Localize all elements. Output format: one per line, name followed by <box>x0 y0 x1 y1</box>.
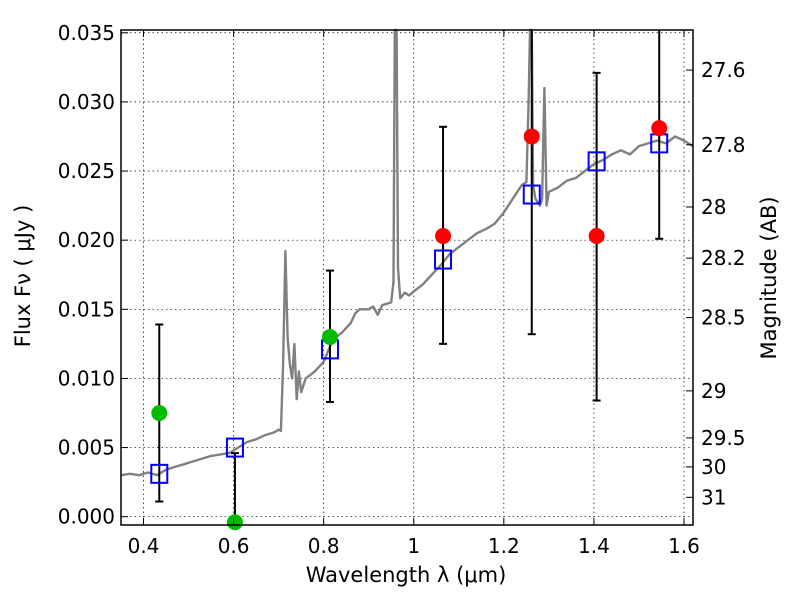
model-spectrum-line <box>120 28 694 477</box>
right-tick-label: 28.5 <box>701 306 746 330</box>
y-axis-label-left: Flux Fν ( μJy ) <box>11 205 35 348</box>
right-tick-label: 31 <box>701 485 726 509</box>
axes: 0.4 0.6 0.8 1 1.2 1.4 1.6 0.000 0.005 0.010 0.015 0… <box>58 21 746 558</box>
x-tick-label: 1.2 <box>488 534 520 558</box>
observed-marker <box>321 328 338 345</box>
y-tick-label: 0.015 <box>58 297 115 321</box>
synthetic-marker <box>225 437 244 458</box>
observed-marker <box>523 128 540 145</box>
grid <box>121 30 693 525</box>
right-tick-label: 30 <box>701 455 726 479</box>
y-tick-label: 0.025 <box>58 159 115 183</box>
x-tick-label: 1.4 <box>578 534 610 558</box>
right-tick-label: 29.5 <box>701 426 746 450</box>
right-tick-label: 28.2 <box>701 246 746 270</box>
synthetic-marker <box>587 151 606 172</box>
synthetic-marker <box>434 249 453 270</box>
synthetic-marker <box>150 463 169 484</box>
right-tick-label: 27.6 <box>701 58 746 82</box>
y-tick-label: 0.030 <box>58 90 115 114</box>
y-tick-label: 0.010 <box>58 366 115 390</box>
x-axis-label: Wavelength λ (μm) <box>306 563 507 587</box>
x-tick-label: 1.6 <box>668 534 700 558</box>
observed-marker <box>435 228 452 245</box>
y-axis-label-right: Magnitude (AB) <box>757 196 781 359</box>
observed-marker <box>588 228 605 245</box>
x-tick-label: 1 <box>407 534 420 558</box>
observed-marker <box>651 120 668 137</box>
y-tick-label: 0.035 <box>58 21 115 45</box>
synthetic-markers <box>150 133 669 484</box>
x-tick-label: 0.4 <box>128 534 160 558</box>
y-tick-label: 0.000 <box>58 505 115 529</box>
right-tick-label: 27.8 <box>701 133 746 157</box>
model-spectrum <box>120 28 694 477</box>
synthetic-marker <box>522 184 541 205</box>
x-tick-label: 0.8 <box>308 534 340 558</box>
observed-marker <box>151 405 168 422</box>
x-tick-label: 0.6 <box>218 534 250 558</box>
observed-marker <box>226 514 243 531</box>
right-tick-label: 29 <box>701 379 726 403</box>
right-tick-label: 28 <box>701 195 726 219</box>
y-tick-label: 0.020 <box>58 228 115 252</box>
y-tick-label: 0.005 <box>58 436 115 460</box>
error-bars <box>155 30 664 524</box>
observed-markers <box>151 120 668 531</box>
plot-frame <box>120 29 694 526</box>
